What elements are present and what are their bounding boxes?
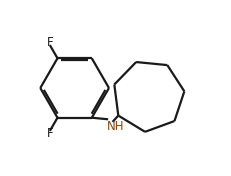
Text: F: F bbox=[47, 36, 54, 49]
Text: NH: NH bbox=[106, 120, 123, 133]
Text: F: F bbox=[47, 127, 54, 140]
